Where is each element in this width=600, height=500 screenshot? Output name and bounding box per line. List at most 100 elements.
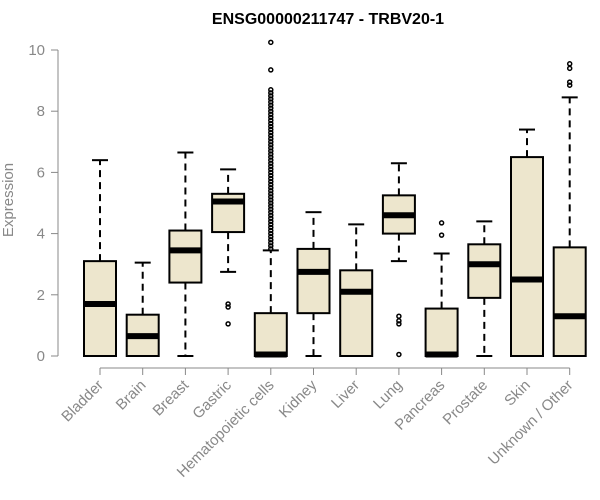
outlier-point (268, 169, 274, 176)
outlier-point (268, 178, 274, 185)
outlier-point (268, 175, 274, 182)
outlier-point (566, 82, 573, 88)
outlier-point (268, 87, 274, 93)
outlier-point (225, 304, 231, 310)
box-rect (253, 312, 288, 358)
box-brain (125, 261, 160, 358)
box-hematopoietic-cells (253, 39, 288, 358)
outlier-point (438, 232, 445, 238)
x-tick-label: Skin (501, 377, 534, 410)
outlier-point (268, 188, 274, 194)
outlier-point (268, 206, 274, 212)
box-rect (296, 247, 331, 315)
outlier-point (268, 224, 274, 231)
outlier-point (268, 236, 274, 243)
box-rect (168, 229, 203, 284)
y-tick-label: 10 (28, 42, 45, 59)
outlier-point (268, 108, 274, 114)
outlier-point (268, 135, 274, 142)
outlier-point (268, 117, 274, 124)
box-rect (339, 269, 374, 358)
box-skin (510, 128, 544, 357)
y-tick-label: 2 (37, 287, 45, 304)
outlier-point (566, 61, 573, 67)
outlier-point (268, 209, 274, 215)
outlier-point (268, 90, 274, 96)
outlier-point (268, 154, 274, 160)
boxes-layer (83, 39, 587, 358)
box-rect (424, 307, 459, 358)
box-breast (168, 151, 203, 357)
outlier-point (396, 318, 402, 324)
box-liver (339, 223, 374, 358)
outlier-point (268, 163, 274, 170)
outlier-point (225, 301, 231, 307)
outlier-point (268, 148, 274, 154)
x-tick-label: Bladder (58, 377, 107, 426)
outlier-point (268, 240, 274, 246)
outlier-point (566, 65, 573, 72)
box-rect (510, 156, 544, 357)
outlier-point (268, 215, 274, 222)
outlier-point (268, 184, 274, 191)
box-rect (467, 243, 502, 299)
outlier-point (566, 79, 573, 85)
outlier-point (268, 160, 274, 166)
outlier-point (268, 99, 274, 105)
x-tick-label: Brain (113, 377, 150, 414)
outlier-point (225, 321, 231, 327)
box-prostate (467, 220, 502, 357)
outlier-point (268, 191, 274, 197)
outlier-point (268, 181, 274, 188)
outlier-point (268, 120, 274, 127)
outlier-point (268, 142, 274, 148)
outlier-point (268, 123, 274, 130)
outlier-point (268, 129, 274, 136)
outlier-point (268, 212, 274, 218)
box-kidney (296, 211, 331, 357)
outlier-point (268, 145, 274, 151)
outlier-point (268, 227, 274, 234)
outlier-point (268, 111, 274, 118)
x-tick-label: Breast (150, 376, 193, 419)
y-tick-label: 6 (37, 164, 45, 181)
outlier-point (268, 194, 274, 200)
x-tick-label: Liver (328, 377, 363, 412)
outlier-point (268, 105, 274, 111)
box-gastric (211, 168, 246, 327)
box-unknown-other (552, 61, 587, 357)
outlier-point (268, 102, 274, 108)
outlier-point (268, 96, 274, 102)
outlier-point (268, 218, 274, 225)
box-pancreas (424, 220, 459, 358)
x-tick-label: Prostate (440, 377, 492, 429)
outlier-point (268, 151, 274, 157)
box-lung (381, 162, 416, 358)
y-tick-label: 8 (37, 103, 45, 120)
outlier-point (268, 157, 274, 163)
y-axis: 0 2 4 6 8 10 (28, 42, 59, 365)
outlier-point (268, 203, 274, 209)
chart-title: ENSG00000211747 - TRBV20-1 (212, 11, 444, 28)
y-tick-label: 4 (37, 226, 45, 243)
x-tick-label: Kidney (276, 376, 321, 421)
x-tick-label: Lung (370, 377, 406, 413)
outlier-point (268, 172, 274, 179)
box-rect (552, 246, 587, 357)
outlier-point (396, 321, 402, 327)
outlier-point (268, 221, 274, 228)
outlier-point (268, 243, 274, 249)
outlier-point (268, 132, 274, 139)
outlier-point (438, 220, 445, 226)
outlier-point (268, 233, 274, 240)
outlier-point (268, 197, 274, 203)
outlier-point (268, 93, 274, 99)
outlier-point (268, 139, 274, 145)
y-axis-title: Expression (0, 163, 17, 237)
outlier-point (268, 246, 274, 252)
outlier-point (268, 230, 274, 237)
outlier-point (268, 114, 274, 121)
outlier-point (268, 200, 274, 206)
